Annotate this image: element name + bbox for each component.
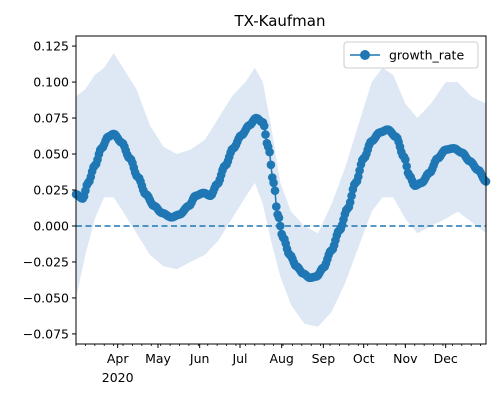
data-point	[259, 121, 269, 131]
x-tick-label: Jul	[231, 351, 247, 366]
x-tick-label: Sep	[312, 351, 336, 366]
chart-title: TX-Kaufman	[234, 12, 326, 30]
legend: growth_rate	[343, 41, 479, 69]
data-point	[266, 160, 276, 170]
y-tick-label: −0.075	[23, 326, 69, 341]
data-point	[270, 186, 280, 195]
data-point	[347, 191, 356, 201]
y-tick-label: 0.050	[33, 147, 69, 162]
y-tick-label: 0.025	[33, 183, 69, 198]
x-tick-label: Jun	[189, 351, 210, 366]
data-point	[345, 197, 355, 207]
data-point	[402, 162, 412, 171]
legend-marker-icon	[360, 50, 370, 60]
x-tick-label: Apr	[107, 351, 129, 366]
x-year-label: 2020	[102, 370, 134, 385]
x-tick-label: May	[145, 351, 171, 366]
data-point	[261, 130, 270, 139]
y-tick-label: 0.075	[33, 111, 69, 126]
data-point	[401, 155, 410, 164]
y-tick-label: 0.000	[33, 218, 69, 233]
y-tick-label: 0.125	[33, 39, 69, 54]
y-tick-label: −0.050	[23, 290, 69, 305]
growth-rate-series	[71, 113, 491, 283]
x-tick-label: Oct	[353, 351, 375, 366]
data-point	[269, 178, 278, 188]
legend-label: growth_rate	[389, 48, 464, 63]
data-point	[272, 202, 281, 211]
data-point	[265, 147, 274, 157]
y-tick-label: −0.025	[23, 254, 69, 269]
y-tick-label: 0.100	[33, 75, 69, 90]
legend-frame	[343, 41, 479, 69]
x-tick-label: Dec	[434, 351, 458, 366]
confidence-band-area	[76, 53, 486, 327]
confidence-band	[76, 53, 486, 327]
data-point	[274, 213, 284, 223]
x-tick-label: Nov	[393, 351, 418, 366]
x-tick-label: Aug	[269, 351, 293, 366]
data-point	[276, 221, 285, 231]
axes: −0.075 −0.050 −0.025 0.000 0.025 0.050 0.075 0.…	[23, 35, 487, 385]
